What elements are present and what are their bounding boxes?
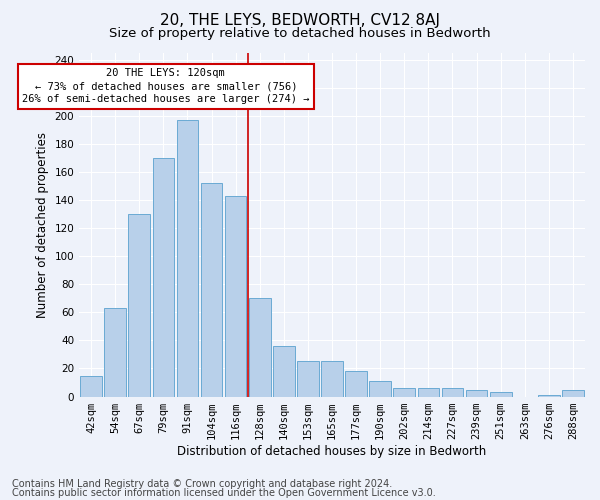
Bar: [345, 372, 367, 396]
Bar: [249, 298, 271, 396]
Bar: [176, 120, 198, 396]
Bar: [538, 395, 560, 396]
Bar: [466, 390, 487, 396]
Bar: [418, 388, 439, 396]
Bar: [370, 381, 391, 396]
X-axis label: Distribution of detached houses by size in Bedworth: Distribution of detached houses by size …: [178, 444, 487, 458]
Text: Contains public sector information licensed under the Open Government Licence v3: Contains public sector information licen…: [12, 488, 436, 498]
Bar: [562, 390, 584, 396]
Text: 20 THE LEYS: 120sqm
← 73% of detached houses are smaller (756)
26% of semi-detac: 20 THE LEYS: 120sqm ← 73% of detached ho…: [22, 68, 310, 104]
Bar: [104, 308, 126, 396]
Y-axis label: Number of detached properties: Number of detached properties: [36, 132, 49, 318]
Bar: [394, 388, 415, 396]
Bar: [442, 388, 463, 396]
Text: Size of property relative to detached houses in Bedworth: Size of property relative to detached ho…: [109, 28, 491, 40]
Text: Contains HM Land Registry data © Crown copyright and database right 2024.: Contains HM Land Registry data © Crown c…: [12, 479, 392, 489]
Bar: [225, 196, 247, 396]
Bar: [201, 183, 223, 396]
Bar: [321, 362, 343, 396]
Bar: [152, 158, 174, 396]
Bar: [273, 346, 295, 397]
Bar: [490, 392, 512, 396]
Bar: [128, 214, 150, 396]
Text: 20, THE LEYS, BEDWORTH, CV12 8AJ: 20, THE LEYS, BEDWORTH, CV12 8AJ: [160, 12, 440, 28]
Bar: [297, 362, 319, 396]
Bar: [80, 376, 102, 396]
